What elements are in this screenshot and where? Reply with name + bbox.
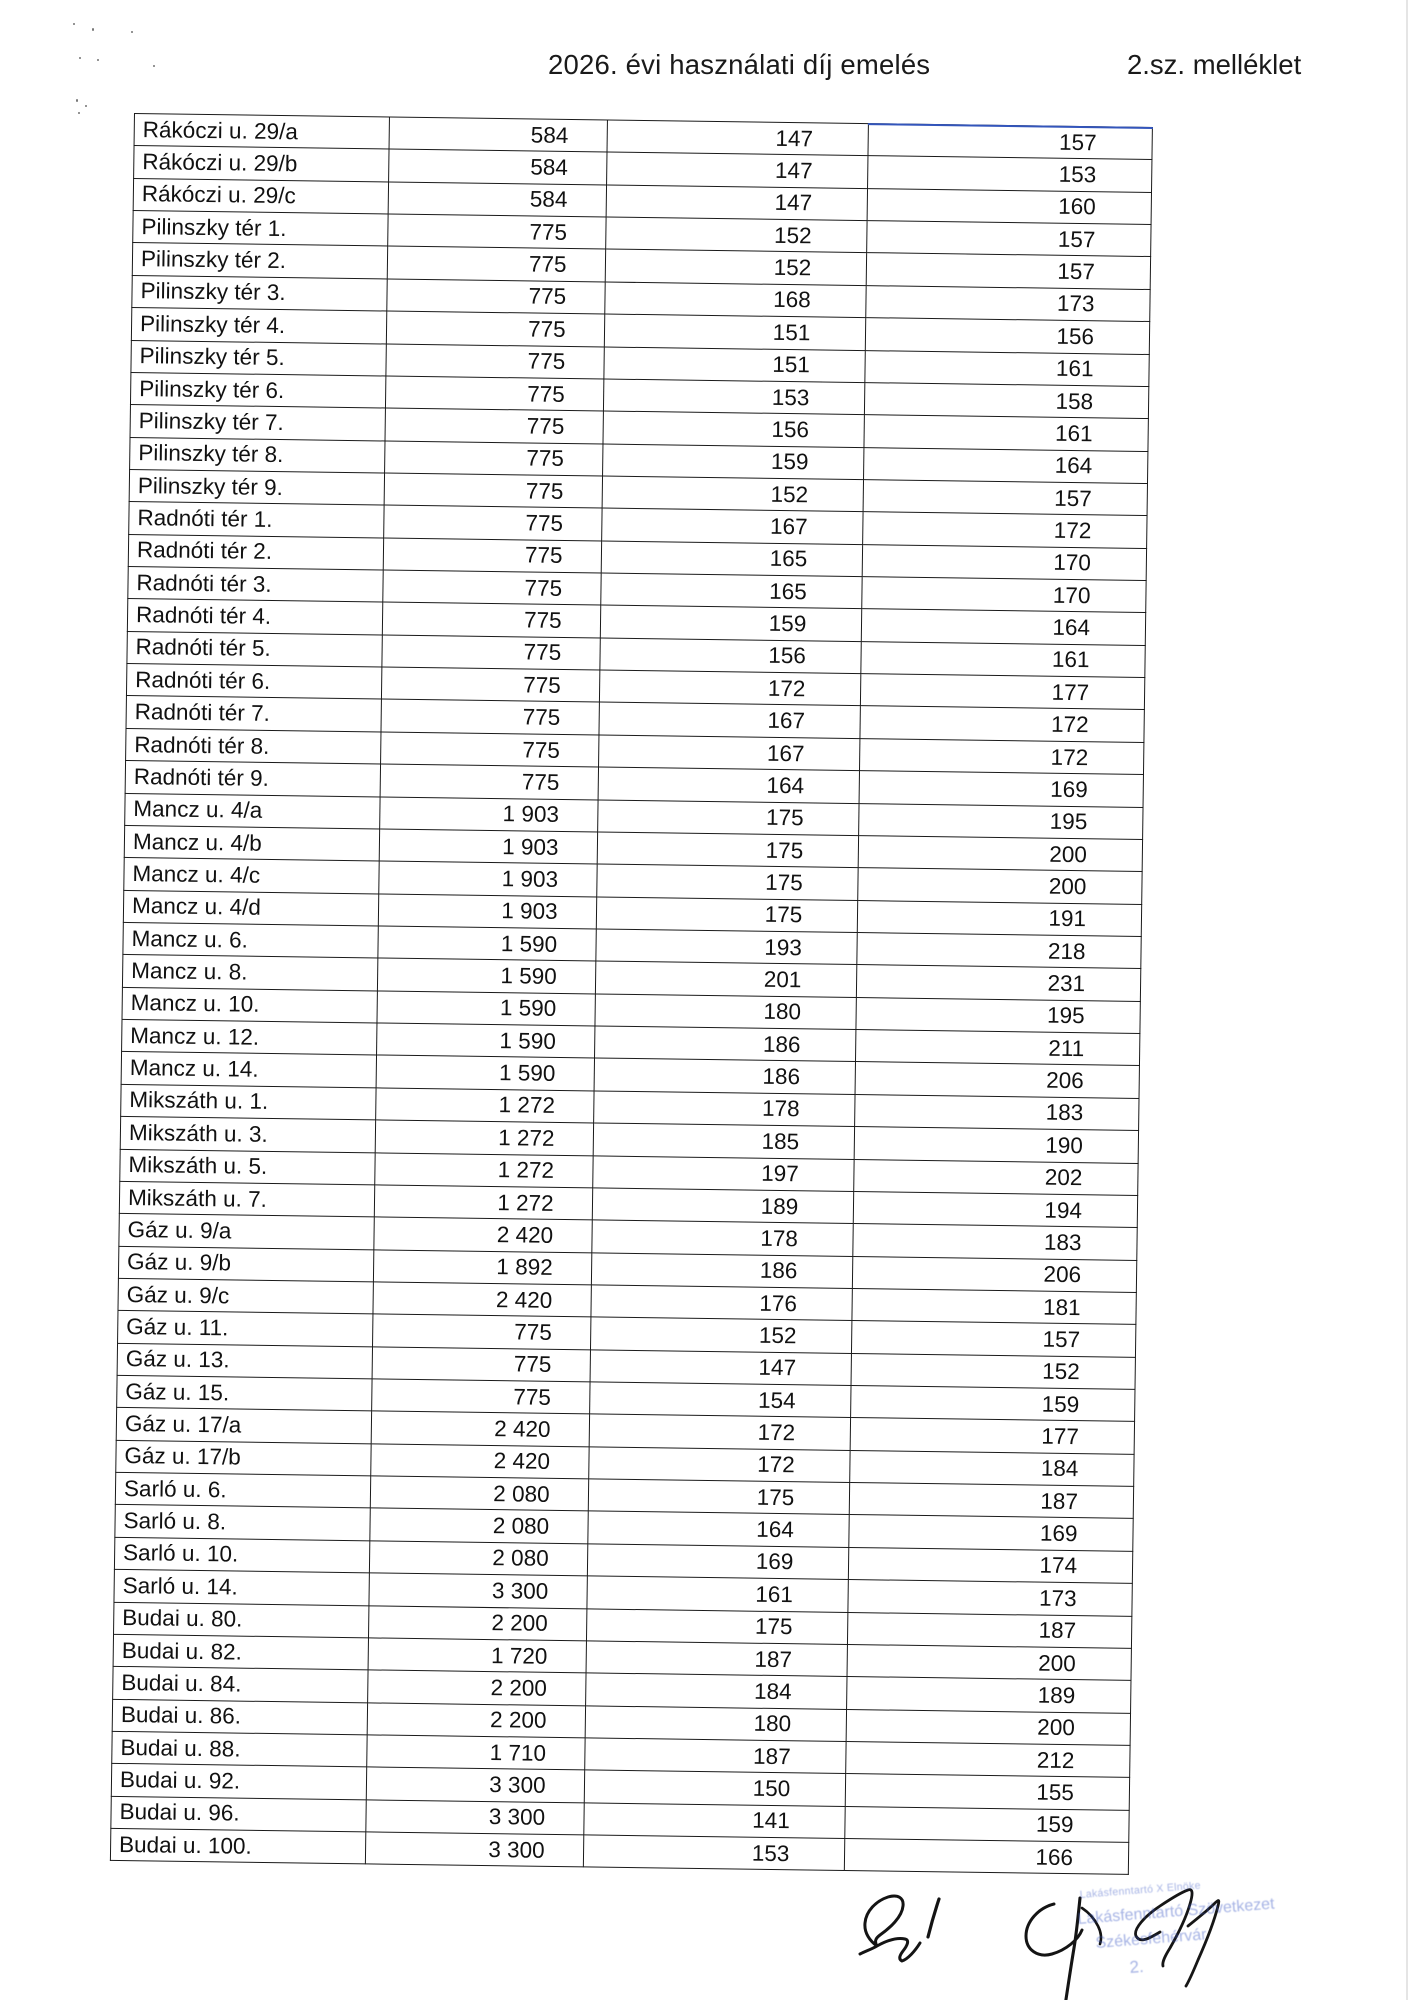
svg-text:Székesfehérvár: Székesfehérvár	[1095, 1926, 1208, 1952]
svg-text:Lakásfenntartó X Elnöke: Lakásfenntartó X Elnöke	[1079, 1882, 1201, 1901]
svg-text:Lakásfenntartó Szövetkezet: Lakásfenntartó Szövetkezet	[1078, 1896, 1276, 1928]
svg-text:2.: 2.	[1129, 1957, 1145, 1977]
